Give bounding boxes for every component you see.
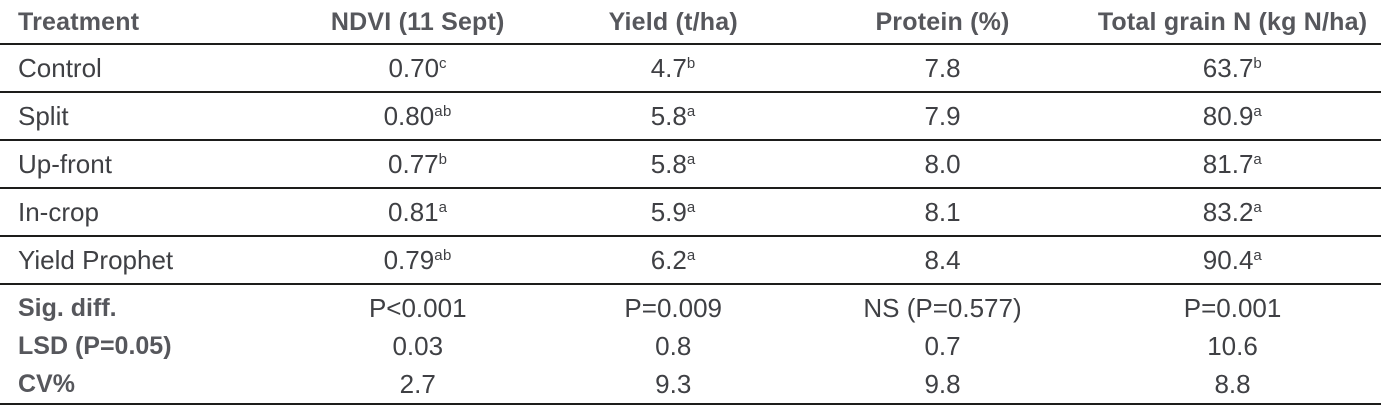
- stats-label: Sig. diff.: [18, 293, 117, 322]
- total-grain-n-value: 63.7b: [1084, 44, 1381, 93]
- column-header-ndvi: NDVI (11 Sept): [290, 2, 546, 45]
- lsd-ndvi: 0.03: [392, 330, 444, 361]
- significance-letter: b: [686, 54, 696, 72]
- protein-value: 8.1: [800, 188, 1085, 237]
- significance-letter: a: [686, 198, 696, 216]
- cv-ndvi: 2.7: [290, 365, 546, 405]
- significance-letter: ab: [434, 246, 452, 264]
- statistics-rows: Sig. diff. P<0.001 P=0.009 NS (P=0.577) …: [0, 284, 1381, 405]
- significance-letter: a: [1253, 198, 1263, 216]
- cv-total-grain-n: 8.8: [1084, 365, 1381, 405]
- lsd-protein: 0.7: [924, 330, 961, 361]
- yield-value: 6.2a: [545, 236, 801, 285]
- column-header-yield: Yield (t/ha): [545, 2, 801, 45]
- sig-diff-yield: P=0.009: [624, 292, 723, 323]
- table-row-in-crop: In-crop 0.81a 5.9a 8.1 83.2a: [0, 188, 1381, 237]
- significance-letter: a: [1253, 102, 1263, 120]
- stats-row-lsd: LSD (P=0.05) 0.03 0.8 0.7 10.6: [0, 327, 1381, 365]
- table-row-yield-prophet: Yield Prophet 0.79ab 6.2a 8.4 90.4a: [0, 236, 1381, 285]
- significance-letter: c: [439, 54, 448, 72]
- protein-value: 8.0: [800, 140, 1085, 189]
- ndvi-value: 0.77b: [290, 140, 546, 189]
- lsd-yield: 0.8: [655, 330, 692, 361]
- significance-letter: ab: [434, 102, 452, 120]
- column-header-treatment: Treatment: [0, 2, 290, 45]
- column-header-protein: Protein (%): [800, 2, 1085, 45]
- significance-letter: a: [438, 198, 448, 216]
- sig-diff-total-grain-n: P=0.001: [1183, 292, 1282, 323]
- header-row: Treatment NDVI (11 Sept) Yield (t/ha) Pr…: [0, 2, 1381, 45]
- cv-protein: 9.8: [800, 365, 1085, 405]
- column-header-total-grain-n: Total grain N (kg N/ha): [1084, 2, 1381, 45]
- protein-value: 7.8: [800, 44, 1085, 93]
- treatment-label: In-crop: [0, 188, 290, 237]
- stats-label: LSD (P=0.05): [18, 331, 172, 360]
- treatment-label: Split: [0, 92, 290, 141]
- total-grain-n-value: 80.9a: [1084, 92, 1381, 141]
- table-row-up-front: Up-front 0.77b 5.8a 8.0 81.7a: [0, 140, 1381, 189]
- significance-letter: a: [686, 102, 696, 120]
- treatment-label: Yield Prophet: [0, 236, 290, 285]
- cv-yield: 9.3: [545, 365, 801, 405]
- table-row-split: Split 0.80ab 5.8a 7.9 80.9a: [0, 92, 1381, 141]
- significance-letter: b: [438, 150, 448, 168]
- treatment-label: Control: [0, 44, 290, 93]
- stats-row-sig-diff: Sig. diff. P<0.001 P=0.009 NS (P=0.577) …: [0, 284, 1381, 327]
- sig-diff-ndvi: P<0.001: [368, 292, 467, 323]
- yield-value: 5.8a: [545, 140, 801, 189]
- protein-value: 7.9: [800, 92, 1085, 141]
- stats-label: CV%: [0, 365, 290, 405]
- yield-value: 5.8a: [545, 92, 801, 141]
- yield-value: 5.9a: [545, 188, 801, 237]
- total-grain-n-value: 83.2a: [1084, 188, 1381, 237]
- total-grain-n-value: 81.7a: [1084, 140, 1381, 189]
- ndvi-value: 0.80ab: [290, 92, 546, 141]
- ndvi-value: 0.79ab: [290, 236, 546, 285]
- significance-letter: a: [1253, 150, 1263, 168]
- lsd-total-grain-n: 10.6: [1207, 330, 1258, 361]
- treatment-rows: Control 0.70c 4.7b 7.8 63.7b Split 0.80a…: [0, 44, 1381, 285]
- table-row-control: Control 0.70c 4.7b 7.8 63.7b: [0, 44, 1381, 93]
- stats-row-cv: CV% 2.7 9.3 9.8 8.8: [0, 365, 1381, 405]
- significance-letter: b: [1253, 54, 1263, 72]
- ndvi-value: 0.70c: [290, 44, 546, 93]
- total-grain-n-value: 90.4a: [1084, 236, 1381, 285]
- yield-value: 4.7b: [545, 44, 801, 93]
- treatment-label: Up-front: [0, 140, 290, 189]
- protein-value: 8.4: [800, 236, 1085, 285]
- significance-letter: a: [1253, 246, 1263, 264]
- sig-diff-protein: NS (P=0.577): [863, 292, 1022, 323]
- ndvi-value: 0.81a: [290, 188, 546, 237]
- significance-letter: a: [686, 150, 696, 168]
- significance-letter: a: [686, 246, 696, 264]
